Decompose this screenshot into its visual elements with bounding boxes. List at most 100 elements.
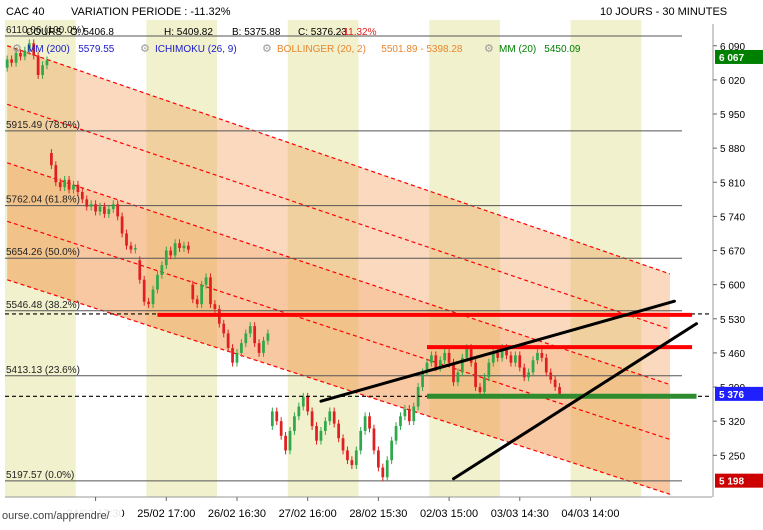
y-tick-label: 5 530: [720, 315, 745, 326]
gear-icon: ⚙: [262, 43, 272, 55]
candle-body: [425, 362, 429, 373]
candle-body: [412, 406, 416, 422]
candle-body: [403, 408, 407, 417]
candle-body: [156, 274, 159, 290]
gear-icon: ⚙: [12, 43, 22, 55]
legend-bollinger-value: 5501.89 - 5398.28: [381, 44, 463, 55]
candle-body: [120, 216, 124, 234]
x-tick-label: 04/03 14:00: [561, 508, 619, 520]
candle-body: [76, 184, 80, 193]
candle-body: [407, 408, 411, 422]
candle-body: [328, 411, 332, 422]
candle-body: [536, 352, 539, 361]
candle-body: [421, 372, 424, 388]
support-resistance-lines: [5, 312, 712, 399]
candle-body: [553, 379, 557, 388]
candle-body: [85, 199, 89, 207]
candle-body: [531, 360, 535, 373]
price-badge-label: 5 198: [719, 477, 744, 488]
candle-body: [58, 182, 62, 188]
candle-body: [10, 59, 13, 63]
candle-body: [173, 243, 177, 256]
candle-body: [496, 352, 500, 358]
candle-body: [178, 243, 181, 249]
candle-body: [346, 450, 349, 461]
candle-body: [310, 411, 314, 427]
ohlc-close: C: 5376.23: [298, 27, 347, 38]
candle-body: [19, 53, 22, 57]
candle-body: [354, 450, 358, 466]
ohlc-open: O: 5406.8: [70, 27, 114, 38]
candle-body: [200, 284, 204, 305]
candle-body: [54, 165, 58, 183]
candle-body: [41, 65, 44, 76]
candle-body: [36, 55, 40, 76]
candle-body: [399, 416, 402, 427]
candle-body: [32, 43, 36, 56]
candle-body: [491, 352, 495, 363]
candle-body: [332, 411, 336, 424]
ohlc-high: H: 5409.82: [164, 27, 213, 38]
candle-body: [293, 416, 296, 431]
watermark-text: ourse.com/apprendre/: [2, 510, 111, 522]
price-badge: [715, 49, 763, 64]
channel-upper-line: [7, 45, 671, 275]
candle-body: [306, 396, 310, 412]
trendline: [319, 299, 676, 403]
candle-body: [209, 277, 212, 305]
candle-body: [164, 250, 168, 266]
candle-body: [341, 438, 345, 451]
candle-body: [527, 372, 530, 378]
candle-body: [505, 348, 508, 356]
y-axis-background: [713, 24, 763, 525]
candle-body: [359, 430, 363, 451]
candle-body: [549, 372, 553, 380]
candle-body: [248, 326, 252, 334]
x-tick-label: 28/02 15:30: [349, 508, 407, 520]
candle-body: [266, 333, 270, 341]
candle-body: [558, 387, 561, 394]
candle-body: [45, 60, 49, 66]
candle-body: [381, 467, 385, 478]
period-label: 10 JOURS - 30 MINUTES: [600, 6, 727, 18]
candle-body: [160, 265, 164, 275]
chart-header: CAC 40 VARIATION PERIODE : -11.32% 10 JO…: [6, 6, 727, 38]
candle-body: [138, 260, 142, 280]
price-badge-label: 5 376: [719, 390, 744, 401]
candle-body: [288, 430, 292, 451]
candle-body: [469, 348, 473, 363]
candle-body: [460, 357, 464, 373]
fib-label: 5762.04 (61.8%): [6, 195, 80, 206]
candle-body: [187, 245, 190, 250]
candle-body: [443, 352, 447, 361]
x-tick-label: 26/02 16:30: [208, 508, 266, 520]
candle-body: [350, 460, 354, 466]
candle-body: [129, 245, 133, 250]
candle-body: [94, 204, 97, 212]
price-badge: [715, 473, 763, 488]
candle-body: [522, 367, 526, 378]
candle-body: [262, 340, 265, 353]
y-tick-label: 5 670: [720, 247, 745, 258]
instrument-label: CAC 40: [6, 6, 45, 18]
candle-body: [257, 343, 261, 353]
candle-body: [107, 209, 111, 214]
y-tick-label: 5 740: [720, 212, 745, 223]
gear-icon: ⚙: [140, 43, 150, 55]
candle-body: [385, 460, 389, 478]
candle-body: [27, 43, 31, 51]
candle-body: [67, 179, 71, 190]
candle-body: [363, 416, 367, 431]
candle-body: [368, 416, 371, 429]
candle-body: [14, 53, 18, 63]
candle-body: [323, 421, 327, 431]
candle-body: [452, 362, 455, 383]
candle-body: [204, 277, 208, 285]
x-tick-label: 25/02 17:00: [137, 508, 195, 520]
candle-body: [147, 301, 150, 305]
candle-body: [337, 423, 340, 439]
channel-upper-quarter-line: [7, 103, 671, 330]
